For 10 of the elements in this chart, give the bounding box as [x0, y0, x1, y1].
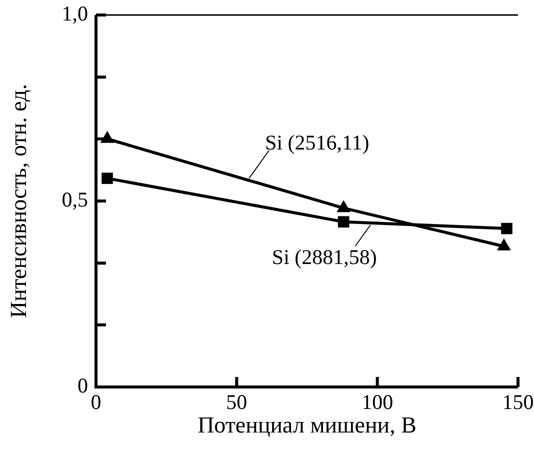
- x-axis-title: Потенциал мишени, В: [198, 412, 416, 438]
- x-tick-label: 50: [226, 390, 248, 414]
- x-tick-label: 150: [502, 390, 534, 414]
- y-axis-title: Интенсивность, отн. ед.: [6, 84, 32, 318]
- y-tick-label: 1,0: [62, 2, 88, 26]
- legend-label: Si (2881,58): [272, 245, 377, 270]
- series-label: Si (2516,11): [265, 130, 370, 154]
- y-tick-label: 0,5: [62, 188, 88, 212]
- y-tick-label: 0: [78, 374, 88, 398]
- x-tick-label: 100: [362, 390, 394, 414]
